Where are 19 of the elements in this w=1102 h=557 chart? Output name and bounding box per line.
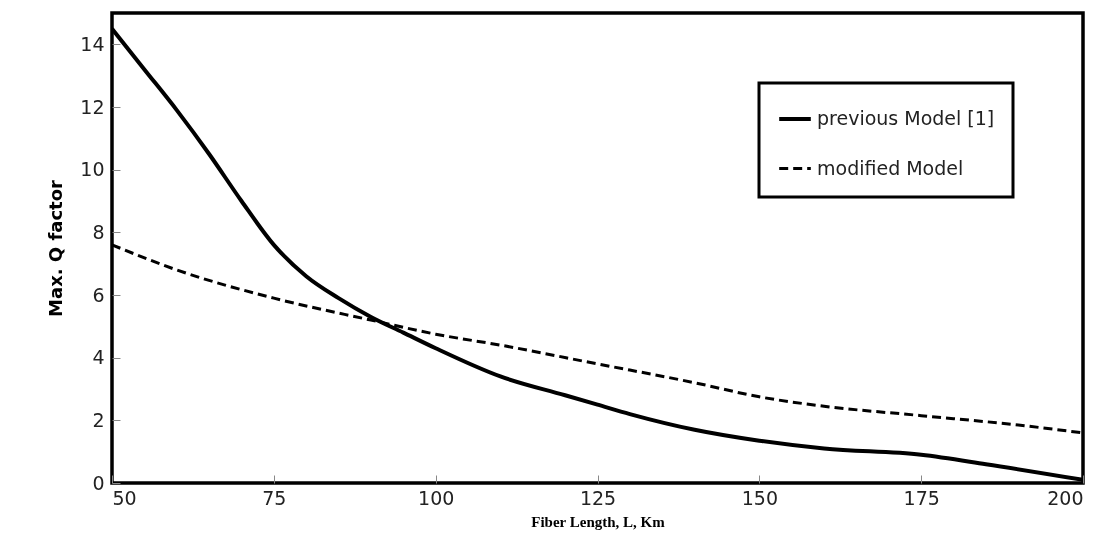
- y-tick-label: 4: [92, 346, 105, 369]
- x-tick-label: 50: [112, 486, 137, 509]
- y-tick-label: 8: [92, 220, 105, 243]
- x-tick-label: 175: [903, 486, 940, 509]
- legend-label: modified Model: [817, 156, 964, 179]
- x-tick-label: 125: [579, 486, 617, 509]
- x-tick-label: 200: [1047, 486, 1084, 509]
- x-axis-title: Fiber Length, L, Km: [531, 513, 666, 530]
- y-tick-label: 14: [80, 32, 105, 55]
- legend-label: previous Model [1]: [817, 107, 995, 129]
- x-tick-label: 75: [262, 486, 287, 509]
- y-tick-label: 12: [80, 95, 105, 118]
- y-tick-label: 0: [92, 471, 105, 494]
- y-axis-title: Max. Q factor: [45, 179, 67, 317]
- y-tick-label: 10: [80, 158, 105, 181]
- x-tick-label: 100: [418, 486, 455, 509]
- x-tick-label: 150: [741, 486, 778, 509]
- y-tick-label: 2: [92, 408, 105, 431]
- y-tick-label: 6: [92, 283, 105, 306]
